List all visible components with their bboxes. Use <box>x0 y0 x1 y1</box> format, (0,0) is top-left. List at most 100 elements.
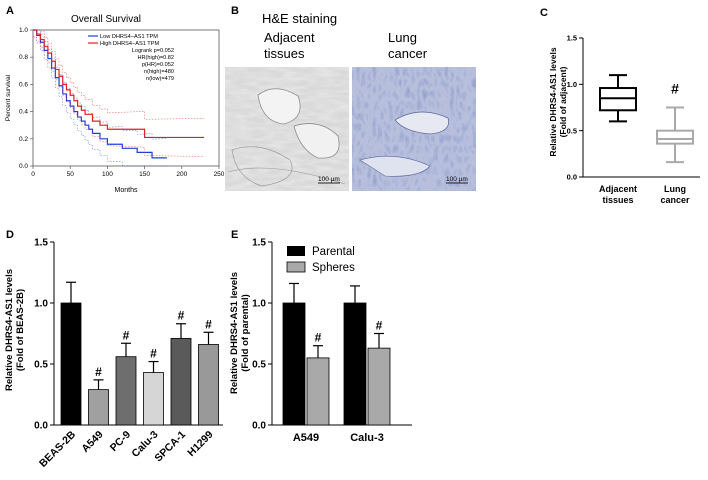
panel-a-ytick-label: 0.2 <box>19 136 28 143</box>
stat-n-high: n(high)=480 <box>144 69 174 75</box>
panel-c-ytick-label: 0.0 <box>567 173 577 182</box>
legend-label-high: High DHRS4−AS1 TPM <box>100 41 159 47</box>
bar-calu-3-spheres <box>367 347 391 426</box>
panel-d-bar-chart: Relative DHRS4-AS1 levels (Fold of BEAS-… <box>4 238 223 470</box>
panel-d-ytick-label: 1.5 <box>34 238 48 249</box>
legend-swatch-spheres <box>286 261 306 273</box>
bar-annotation-4: # <box>178 309 185 323</box>
panel-label-e: E <box>231 229 238 241</box>
bar-calu-3 <box>143 372 164 426</box>
panel-a-xtick-label: 200 <box>176 171 187 178</box>
he-image-adjacent: 100 µm <box>225 67 349 191</box>
panel-b-he-staining: H&E staining Adjacent tissues Lung cance… <box>225 11 476 191</box>
panel-c-category-label: Lung <box>664 184 686 194</box>
panel-label-c: C <box>540 7 548 19</box>
panel-d-ytick-label: 0.5 <box>34 360 48 371</box>
panel-e-grouped-bar-chart: Relative DHRS4-AS1 levels (Fold of paren… <box>229 238 412 444</box>
panel-e-ylabel-line1: Relative DHRS4-AS1 levels <box>229 272 240 394</box>
bar-h1299 <box>198 344 219 426</box>
scalebar-label-adjacent: 100 µm <box>318 176 340 183</box>
bar-spca-1 <box>170 337 192 426</box>
stat-hr: HR(high)=0.82 <box>137 55 174 61</box>
km-ci-upper-1 <box>33 29 205 120</box>
bar-annotation-3: # <box>150 347 157 361</box>
legend-label-parental: Parental <box>312 246 355 258</box>
panel-a-ytick-label: 0.4 <box>19 109 28 116</box>
panel-b-title: H&E staining <box>262 11 337 26</box>
legend-swatch-parental <box>287 246 305 256</box>
bar-annotation: # <box>376 319 383 333</box>
panel-c-category-label: tissues <box>602 195 633 205</box>
stat-logrank: Logrank p=0.052 <box>132 48 174 54</box>
panel-label-d: D <box>6 229 14 241</box>
bar-annotation-1: # <box>95 365 102 379</box>
panel-a-ytick-label: 0.0 <box>19 163 28 170</box>
panel-c-ytick-label: 0.5 <box>567 126 577 135</box>
panel-b-label-right-line1: Lung <box>388 30 417 45</box>
panel-c-ylabel-line2: (Fold of adjacent) <box>558 66 568 137</box>
legend-label-spheres: Spheres <box>312 262 355 274</box>
km-ci-lower-0 <box>32 36 167 167</box>
scalebar-label-cancer: 100 µm <box>446 176 468 183</box>
panel-d-category-label: SPCA-1 <box>152 429 188 465</box>
panel-a-ytick-label: 0.8 <box>19 54 28 61</box>
panel-label-a: A <box>6 5 14 17</box>
bar-pc-9 <box>115 356 137 426</box>
bar-a549-spheres <box>306 357 330 426</box>
panel-e-category-label: A549 <box>293 432 319 444</box>
km-curve-high <box>33 29 205 139</box>
legend-label-low: Low DHRS4−AS1 TPM <box>100 34 158 40</box>
panel-e-category-label: Calu-3 <box>350 432 384 444</box>
panel-d-category-label: BEAS-2B <box>37 428 78 469</box>
panel-a-survival-plot: Overall Survival Percent survival Months… <box>5 14 225 194</box>
panel-d-ylabel-line1: Relative DHRS4-AS1 levels <box>4 269 15 391</box>
panel-d-category-label: H1299 <box>185 429 215 459</box>
box-iqr <box>656 129 694 145</box>
panel-d-ytick-label: 0.0 <box>34 421 48 432</box>
panel-e-ytick-label: 0.0 <box>252 421 266 432</box>
panel-b-label-right-line2: cancer <box>388 46 428 61</box>
panel-a-xtick-label: 150 <box>139 171 150 178</box>
box-annotation: # <box>671 81 679 97</box>
panel-label-b: B <box>231 5 239 17</box>
panel-e-ytick-label: 1.5 <box>252 238 266 249</box>
panel-b-label-left-line2: tissues <box>264 46 305 61</box>
stat-n-low: n(low)=479 <box>146 76 174 82</box>
bar-a549-parental <box>282 302 306 426</box>
panel-a-plot-frame <box>32 29 220 167</box>
panel-e-ytick-label: 0.5 <box>252 360 266 371</box>
panel-a-xtick-label: 100 <box>102 171 113 178</box>
bar-beas-2b <box>60 302 82 426</box>
panel-c-category-label: cancer <box>660 195 690 205</box>
he-image-lung-cancer: 100 µm <box>352 67 476 191</box>
panel-a-ytick-label: 1.0 <box>19 27 28 34</box>
panel-c-ytick-label: 1.0 <box>567 80 577 89</box>
bar-annotation-2: # <box>123 328 130 342</box>
bar-a549 <box>88 389 109 426</box>
panel-a-ylabel: Percent survival <box>5 74 12 121</box>
panel-a-title: Overall Survival <box>71 14 141 25</box>
panel-d-category-label: A549 <box>79 429 105 455</box>
bar-calu-3-parental <box>343 302 367 426</box>
panel-d-ytick-label: 1.0 <box>34 299 48 310</box>
panel-a-ytick-label: 0.6 <box>19 81 28 88</box>
panel-e-legend: Parental Spheres <box>286 246 355 274</box>
stat-p-hr: p(HR)=0.052 <box>142 62 174 68</box>
panel-a-xtick-label: 250 <box>214 171 225 178</box>
panel-a-xtick-label: 50 <box>67 171 75 178</box>
panel-e-ytick-label: 1.0 <box>252 299 266 310</box>
km-ci-lower-1 <box>32 36 205 157</box>
bar-annotation: # <box>315 331 322 345</box>
panel-a-xtick-label: 0 <box>31 171 35 178</box>
panel-e-ylabel-line2: (Fold of parental) <box>240 294 251 372</box>
panel-c-box-plot: Relative DHRS4-AS1 levels (Fold of adjac… <box>548 34 700 205</box>
panel-c-category-label: Adjacent <box>599 184 637 194</box>
panel-d-ylabel-line2: (Fold of BEAS-2B) <box>15 289 26 371</box>
panel-c-ylabel-line1: Relative DHRS4-AS1 levels <box>548 47 558 156</box>
bar-annotation-5: # <box>205 317 212 331</box>
panel-b-label-left-line1: Adjacent <box>264 30 315 45</box>
panel-a-legend: Low DHRS4−AS1 TPM High DHRS4−AS1 TPM Log… <box>88 34 174 82</box>
